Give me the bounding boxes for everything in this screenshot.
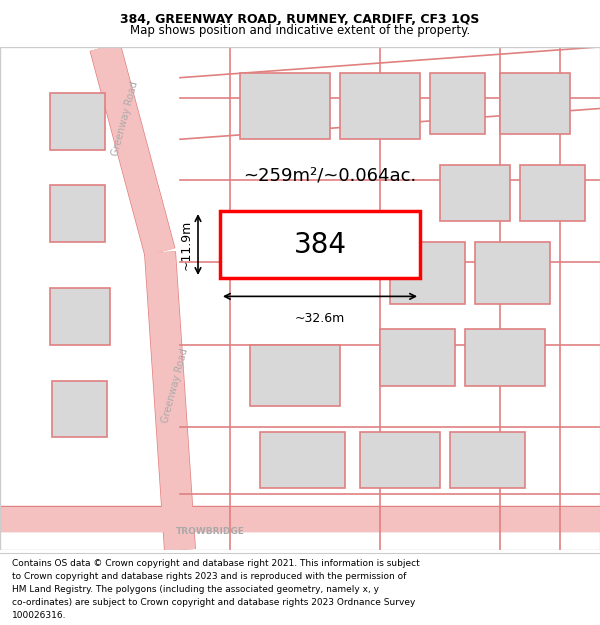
Bar	[50, 186, 105, 242]
Bar	[380, 329, 455, 386]
Text: ~259m²/~0.064ac.: ~259m²/~0.064ac.	[244, 166, 416, 184]
Bar	[440, 165, 510, 221]
Text: 384, GREENWAY ROAD, RUMNEY, CARDIFF, CF3 1QS: 384, GREENWAY ROAD, RUMNEY, CARDIFF, CF3…	[121, 13, 479, 26]
Text: 384: 384	[293, 231, 347, 259]
Text: HM Land Registry. The polygons (including the associated geometry, namely x, y: HM Land Registry. The polygons (includin…	[12, 585, 379, 594]
Text: ~11.9m: ~11.9m	[180, 219, 193, 269]
Text: 100026316.: 100026316.	[12, 611, 67, 621]
Bar	[360, 432, 440, 488]
Bar	[475, 242, 550, 304]
Text: co-ordinates) are subject to Crown copyright and database rights 2023 Ordnance S: co-ordinates) are subject to Crown copyr…	[12, 598, 415, 608]
Bar	[430, 72, 485, 134]
Bar	[52, 381, 107, 437]
Bar	[50, 288, 110, 344]
Text: Contains OS data © Crown copyright and database right 2021. This information is : Contains OS data © Crown copyright and d…	[12, 559, 420, 568]
Text: to Crown copyright and database rights 2023 and is reproduced with the permissio: to Crown copyright and database rights 2…	[12, 572, 406, 581]
Bar	[260, 432, 345, 488]
Bar	[520, 165, 585, 221]
Text: TROWBRIDGE: TROWBRIDGE	[176, 527, 244, 536]
Bar	[500, 72, 570, 134]
Text: ~32.6m: ~32.6m	[295, 312, 345, 325]
Bar	[450, 432, 525, 488]
Bar	[340, 72, 420, 139]
Bar	[465, 329, 545, 386]
Text: Greenway Road: Greenway Road	[110, 81, 140, 157]
Bar	[50, 93, 105, 149]
Bar	[220, 211, 420, 278]
Text: Map shows position and indicative extent of the property.: Map shows position and indicative extent…	[130, 24, 470, 36]
Text: Greenway Road: Greenway Road	[160, 348, 190, 424]
Bar	[240, 72, 330, 139]
Bar	[390, 242, 465, 304]
Bar	[250, 344, 340, 406]
